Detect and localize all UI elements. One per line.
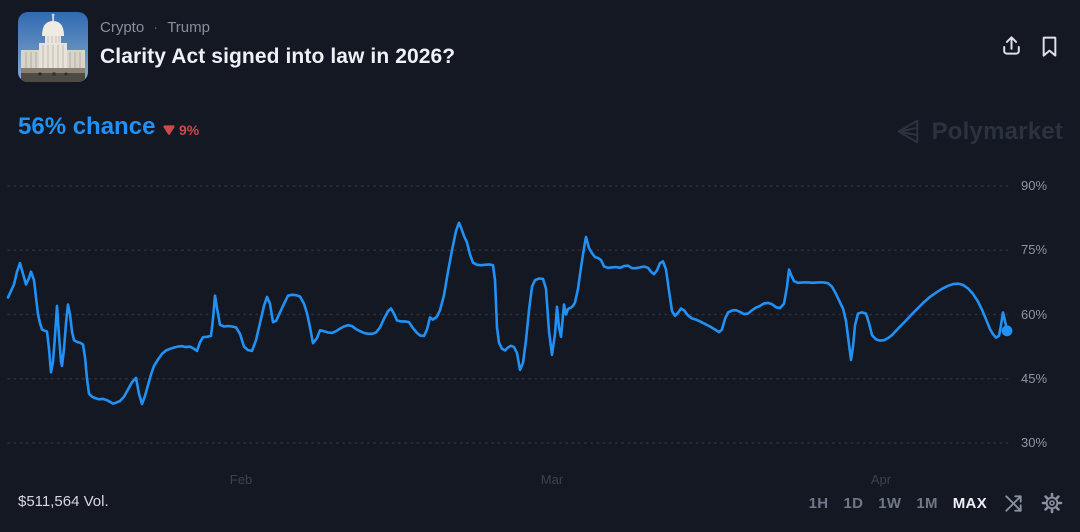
page-title: Clarity Act signed into law in 2026?: [100, 45, 456, 68]
breadcrumb-separator: ·: [153, 19, 159, 36]
market-avatar: [18, 12, 88, 82]
gear-icon[interactable]: [1040, 491, 1064, 515]
change-value: 9%: [179, 122, 200, 138]
y-axis-label: 75%: [1021, 242, 1048, 258]
range-button-1w[interactable]: 1W: [878, 494, 902, 512]
price-change: 9%: [163, 122, 199, 138]
chance-value: 56% chance: [18, 113, 156, 140]
current-price-dot: [1001, 325, 1013, 337]
share-icon[interactable]: [999, 34, 1024, 59]
polymarket-logo-icon: [897, 119, 918, 144]
chart-controls: 1H 1D 1W 1M MAX: [809, 490, 1064, 516]
compare-arrows-icon[interactable]: [1002, 492, 1025, 515]
volume-label: $511,564 Vol.: [18, 493, 109, 510]
range-button-1h[interactable]: 1H: [808, 494, 829, 512]
x-axis-label: Mar: [540, 472, 564, 487]
time-range-group: 1H 1D 1W 1M MAX: [809, 495, 987, 512]
down-arrow-icon: [163, 125, 175, 135]
range-button-1d[interactable]: 1D: [843, 494, 864, 512]
bookmark-icon[interactable]: [1037, 34, 1062, 59]
x-axis-label: Apr: [870, 472, 892, 487]
y-axis-label: 90%: [1021, 178, 1048, 193]
range-button-max[interactable]: MAX: [952, 494, 987, 512]
capitol-building-image: [18, 12, 88, 82]
x-axis-label: Feb: [229, 472, 253, 487]
price-line: [6, 221, 1009, 406]
watermark-text: Polymarket: [931, 117, 1063, 145]
y-axis-label: 30%: [1021, 435, 1048, 450]
breadcrumb-category[interactable]: Crypto: [100, 19, 145, 36]
breadcrumb: Crypto · Trump: [100, 19, 210, 36]
polymarket-watermark: Polymarket: [892, 116, 1063, 147]
range-button-1m[interactable]: 1M: [916, 494, 938, 512]
breadcrumb-subcategory[interactable]: Trump: [167, 19, 210, 36]
y-axis-label: 60%: [1021, 306, 1048, 322]
y-axis-label: 45%: [1021, 370, 1048, 386]
